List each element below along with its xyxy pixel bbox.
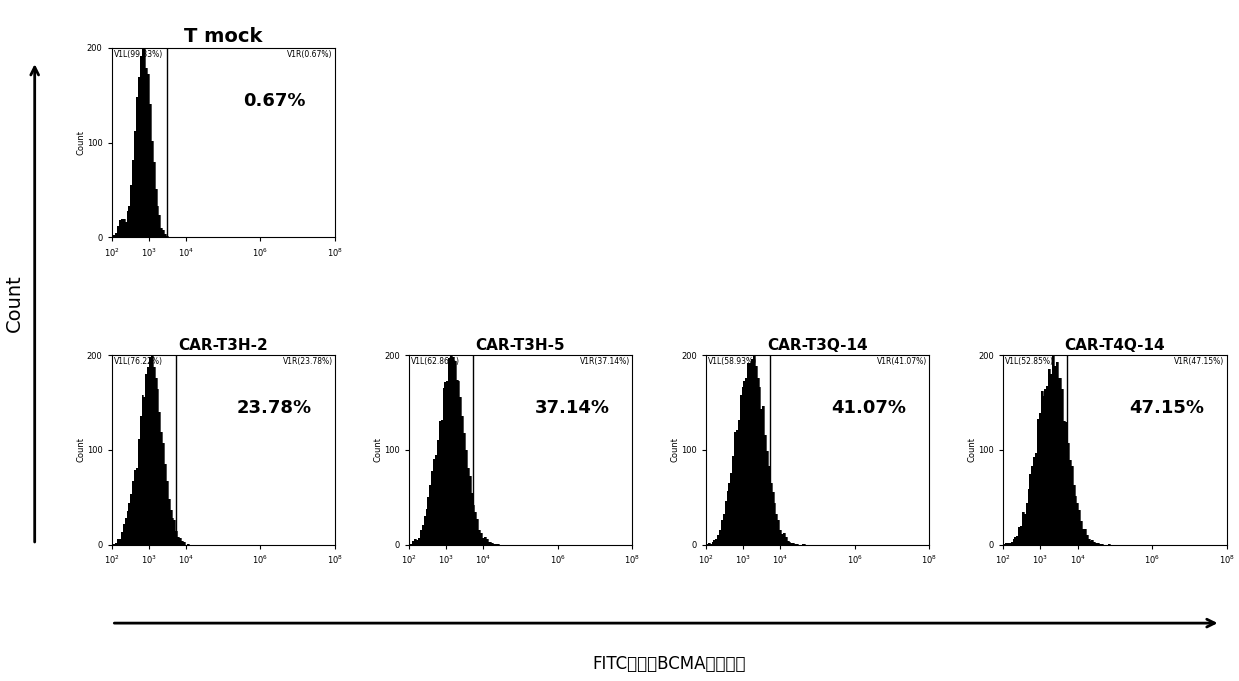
Text: Count: Count — [5, 274, 25, 332]
Text: V1L(99.33%): V1L(99.33%) — [114, 50, 164, 59]
Y-axis label: Count: Count — [968, 437, 978, 462]
Polygon shape — [112, 48, 335, 238]
Text: 47.15%: 47.15% — [1129, 399, 1204, 417]
Text: V1R(23.78%): V1R(23.78%) — [282, 357, 333, 366]
Text: FITC标记的BCMA重组蛋白: FITC标记的BCMA重组蛋白 — [592, 655, 746, 673]
Text: V1R(47.15%): V1R(47.15%) — [1175, 357, 1224, 366]
Title: CAR-T4Q-14: CAR-T4Q-14 — [1064, 338, 1165, 353]
Y-axis label: Count: Count — [77, 437, 85, 462]
Polygon shape — [409, 355, 632, 545]
Text: 37.14%: 37.14% — [534, 399, 610, 417]
Polygon shape — [706, 355, 929, 545]
Text: V1L(52.85%): V1L(52.85%) — [1005, 357, 1054, 366]
Title: T mock: T mock — [185, 27, 263, 46]
Text: V1L(62.86%): V1L(62.86%) — [411, 357, 460, 366]
Title: CAR-T3Q-14: CAR-T3Q-14 — [767, 338, 869, 353]
Y-axis label: Count: Count — [77, 130, 85, 155]
Title: CAR-T3H-5: CAR-T3H-5 — [476, 338, 565, 353]
Text: V1L(58.93%): V1L(58.93%) — [709, 357, 757, 366]
Text: V1R(41.07%): V1R(41.07%) — [877, 357, 927, 366]
Polygon shape — [1004, 355, 1227, 545]
Title: CAR-T3H-2: CAR-T3H-2 — [178, 338, 268, 353]
Text: 23.78%: 23.78% — [237, 399, 312, 417]
Y-axis label: Count: Count — [373, 437, 383, 462]
Text: V1L(76.22%): V1L(76.22%) — [114, 357, 162, 366]
Text: 41.07%: 41.07% — [831, 399, 907, 417]
Text: 0.67%: 0.67% — [243, 92, 306, 110]
Y-axis label: Count: Count — [670, 437, 680, 462]
Text: V1R(0.67%): V1R(0.67%) — [287, 50, 333, 59]
Text: V1R(37.14%): V1R(37.14%) — [580, 357, 629, 366]
Polygon shape — [112, 355, 335, 545]
